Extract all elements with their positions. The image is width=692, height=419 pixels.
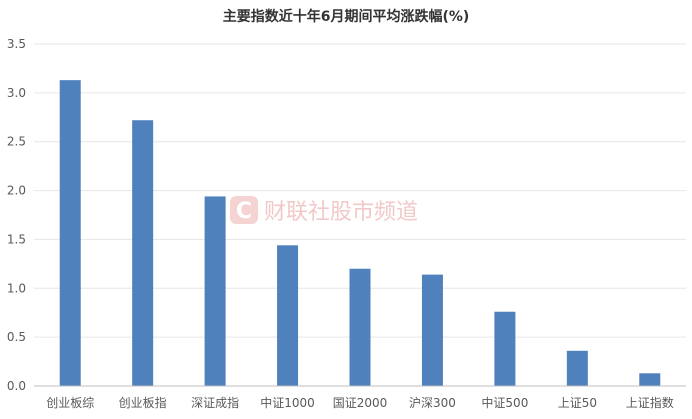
x-tick-label: 沪深300 bbox=[409, 396, 456, 410]
x-tick-label: 上证指数 bbox=[626, 395, 674, 410]
y-tick-label: 1.0 bbox=[7, 281, 26, 295]
bar bbox=[349, 268, 371, 386]
bar bbox=[204, 196, 226, 386]
x-tick-label: 中证1000 bbox=[260, 395, 315, 410]
bar bbox=[639, 373, 661, 386]
bar bbox=[566, 350, 588, 386]
x-tick-label: 深证成指 bbox=[191, 395, 239, 410]
x-tick-label: 创业板指 bbox=[119, 395, 167, 410]
bar bbox=[277, 245, 299, 386]
x-tick-label: 中证500 bbox=[481, 395, 528, 410]
cls-logo-icon: C bbox=[230, 196, 258, 224]
watermark: C 财联社股市频道 bbox=[230, 196, 418, 225]
y-axis-ticks: 0.0 0.5 1.0 1.5 2.0 2.5 3.0 3.5 bbox=[7, 37, 26, 393]
bar bbox=[132, 120, 154, 387]
bar bbox=[494, 311, 516, 386]
bar bbox=[421, 274, 443, 386]
y-tick-label: 2.5 bbox=[7, 135, 26, 149]
y-tick-label: 0.5 bbox=[7, 330, 26, 344]
bar bbox=[59, 80, 81, 386]
chart-title: 主要指数近十年6月期间平均涨跌幅(%) bbox=[223, 8, 470, 25]
y-tick-label: 2.0 bbox=[7, 184, 26, 198]
x-tick-label: 国证2000 bbox=[333, 396, 388, 410]
y-tick-label: 0.0 bbox=[7, 379, 26, 393]
bars bbox=[59, 80, 661, 387]
x-tick-label: 创业板综 bbox=[46, 396, 94, 410]
svg-text:C: C bbox=[236, 199, 252, 224]
y-tick-label: 1.5 bbox=[7, 232, 26, 246]
y-tick-label: 3.5 bbox=[7, 37, 26, 51]
x-tick-label: 上证50 bbox=[558, 396, 597, 410]
y-tick-label: 3.0 bbox=[7, 86, 26, 100]
x-axis-labels: 创业板综 创业板指 深证成指 中证1000 国证2000 沪深300 中证500 上证50 上证… bbox=[46, 395, 674, 410]
watermark-text: 财联社股市频道 bbox=[264, 200, 418, 225]
